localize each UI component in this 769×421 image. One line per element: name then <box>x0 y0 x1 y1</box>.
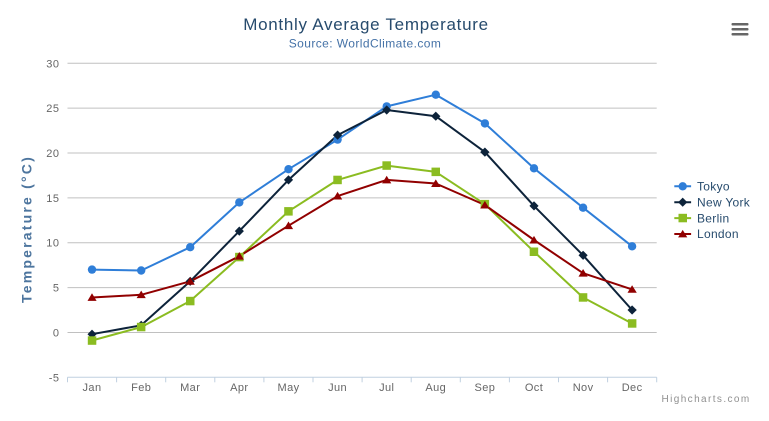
svg-text:Mar: Mar <box>180 382 200 394</box>
svg-text:Tokyo: Tokyo <box>697 180 730 194</box>
svg-text:Oct: Oct <box>525 382 543 394</box>
svg-text:25: 25 <box>46 103 59 115</box>
svg-text:Jun: Jun <box>328 382 347 394</box>
svg-text:10: 10 <box>46 238 59 250</box>
svg-text:0: 0 <box>53 327 60 339</box>
svg-text:Aug: Aug <box>425 382 446 394</box>
svg-text:30: 30 <box>46 58 59 70</box>
svg-text:Berlin: Berlin <box>697 211 729 225</box>
svg-text:5: 5 <box>53 283 60 295</box>
svg-text:Sep: Sep <box>475 382 496 394</box>
svg-text:-5: -5 <box>49 372 60 384</box>
svg-text:Source: WorldClimate.com: Source: WorldClimate.com <box>289 36 442 50</box>
svg-text:Highcharts.com: Highcharts.com <box>662 394 751 405</box>
svg-text:New York: New York <box>697 195 751 209</box>
svg-text:Jan: Jan <box>83 382 102 394</box>
svg-text:Temperature (°C): Temperature (°C) <box>19 155 35 303</box>
svg-text:Dec: Dec <box>622 382 643 394</box>
svg-text:May: May <box>278 382 300 394</box>
svg-text:Monthly Average Temperature: Monthly Average Temperature <box>243 15 489 34</box>
svg-text:Jul: Jul <box>379 382 394 394</box>
svg-text:Feb: Feb <box>131 382 151 394</box>
svg-text:Apr: Apr <box>230 382 248 394</box>
svg-text:Nov: Nov <box>573 382 594 394</box>
svg-text:London: London <box>697 227 739 241</box>
svg-text:20: 20 <box>46 148 59 160</box>
svg-text:15: 15 <box>46 193 59 205</box>
